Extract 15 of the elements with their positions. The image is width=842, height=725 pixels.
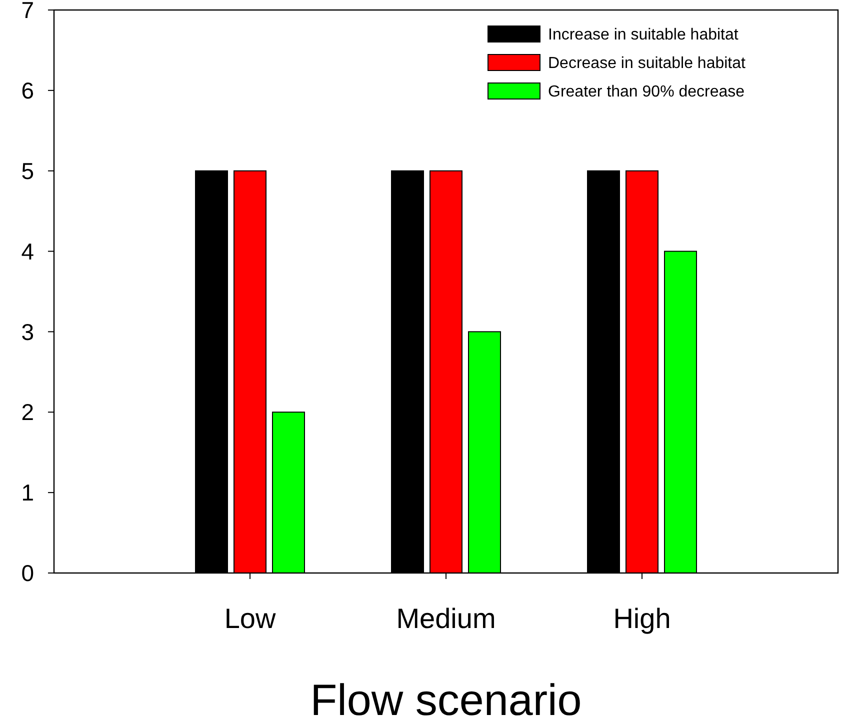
legend-label: Decrease in suitable habitat <box>548 55 746 72</box>
y-tick-label: 3 <box>21 318 34 345</box>
legend-label: Increase in suitable habitat <box>548 26 739 44</box>
x-tick-label: Low <box>224 603 276 634</box>
y-tick-label: 5 <box>21 158 34 184</box>
x-tick-label: Medium <box>396 603 496 634</box>
y-tick-label: 7 <box>21 0 34 24</box>
y-tick-label: 2 <box>21 399 34 426</box>
y-tick-label: 6 <box>21 77 34 104</box>
x-tick-label: High <box>613 603 671 634</box>
y-tick-label: 0 <box>21 560 34 586</box>
x-axis-title: Flow scenario <box>310 676 582 725</box>
legend-label: Greater than 90% decrease <box>548 84 745 101</box>
y-tick-label: 4 <box>21 238 34 264</box>
y-tick-label: 1 <box>21 480 34 506</box>
